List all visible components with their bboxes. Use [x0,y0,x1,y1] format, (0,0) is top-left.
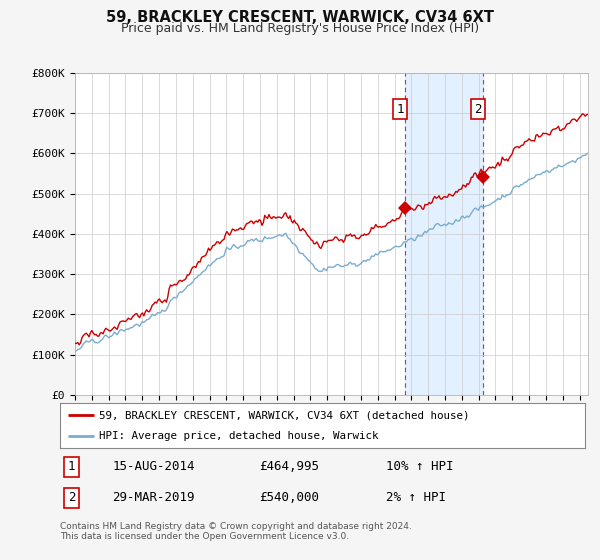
Text: 1: 1 [68,460,76,473]
Text: 2: 2 [68,491,76,505]
Bar [405,73,483,395]
Text: Contains HM Land Registry data © Crown copyright and database right 2024.
This d: Contains HM Land Registry data © Crown c… [60,522,412,542]
Text: HPI: Average price, detached house, Warwick: HPI: Average price, detached house, Warw… [100,431,379,441]
Text: 2% ↑ HPI: 2% ↑ HPI [386,491,445,505]
Text: 59, BRACKLEY CRESCENT, WARWICK, CV34 6XT (detached house): 59, BRACKLEY CRESCENT, WARWICK, CV34 6XT… [100,410,470,421]
Text: 1: 1 [396,102,404,115]
Text: £540,000: £540,000 [260,491,320,505]
Text: 2: 2 [474,102,481,115]
Text: 10% ↑ HPI: 10% ↑ HPI [386,460,453,473]
Text: Price paid vs. HM Land Registry's House Price Index (HPI): Price paid vs. HM Land Registry's House … [121,22,479,35]
Text: 15-AUG-2014: 15-AUG-2014 [113,460,195,473]
Text: 59, BRACKLEY CRESCENT, WARWICK, CV34 6XT: 59, BRACKLEY CRESCENT, WARWICK, CV34 6XT [106,10,494,25]
Text: £464,995: £464,995 [260,460,320,473]
Text: 29-MAR-2019: 29-MAR-2019 [113,491,195,505]
